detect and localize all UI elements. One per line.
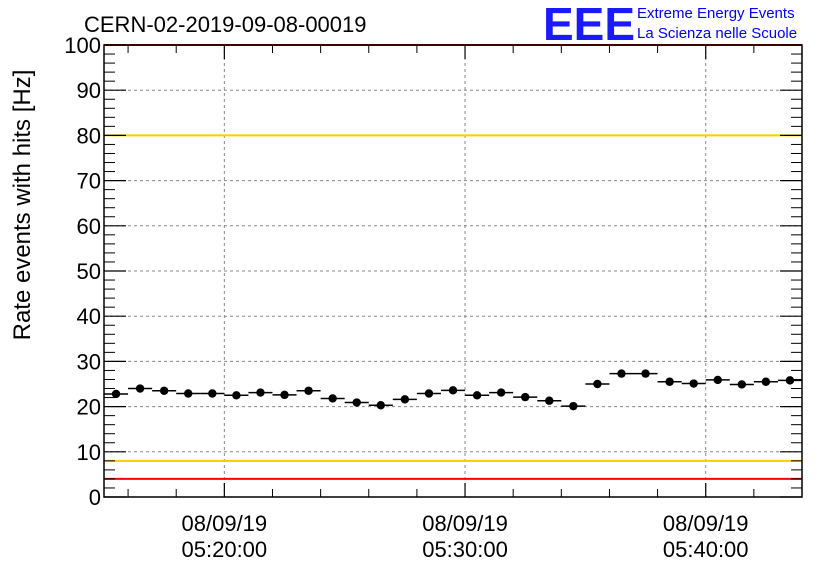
data-point (376, 401, 385, 410)
grid (104, 45, 802, 497)
data-point (737, 380, 747, 389)
data-point (111, 389, 121, 399)
y-tick-label: 40 (77, 304, 101, 329)
y-tick-label: 50 (77, 259, 101, 284)
x-tick-labels: 08/09/1905:20:0008/09/1905:30:0008/09/19… (182, 511, 749, 562)
y-tick-label: 80 (77, 123, 101, 148)
y-tick-label: 90 (77, 78, 101, 103)
chart-title: CERN-02-2019-09-08-00019 (84, 12, 367, 37)
data-point (280, 390, 289, 400)
plot-frame (103, 44, 803, 498)
data-point (761, 377, 771, 386)
eee-logo: EEE Extreme Energy Events La Scienza nel… (543, 0, 797, 50)
x-tick-label-time: 05:20:00 (182, 537, 268, 562)
x-tick-label-date: 08/09/19 (663, 511, 749, 536)
data-point (304, 386, 313, 395)
logo-mark: EEE (543, 0, 635, 50)
logo-line-1: Extreme Energy Events (637, 5, 795, 22)
y-tick-label: 60 (77, 214, 101, 239)
data-point (400, 395, 410, 404)
y-tick-label: 100 (64, 33, 101, 58)
data-point (208, 389, 217, 398)
data-point (713, 375, 722, 385)
data-point (159, 386, 169, 395)
data-point (665, 377, 674, 386)
x-tick-label-time: 05:30:00 (422, 537, 508, 562)
y-tick-labels: 0 10 20 30 40 50 60 70 80 90 100 (64, 33, 101, 510)
y-tick-label: 10 (77, 440, 101, 465)
data-point (328, 394, 337, 403)
reference-lines (104, 44, 802, 480)
y-tick-label: 20 (77, 395, 101, 420)
data-point (135, 384, 145, 393)
data-point (545, 396, 554, 405)
x-tick-label-date: 08/09/19 (182, 511, 268, 536)
data-points (104, 369, 802, 411)
y-tick-label: 0 (89, 485, 101, 510)
data-point (496, 388, 506, 397)
y-tick-label: 70 (77, 169, 101, 194)
data-point (569, 401, 578, 411)
y-axis-label: Rate events with hits [Hz] (9, 70, 36, 341)
data-point (641, 369, 650, 378)
data-point (448, 386, 458, 395)
data-point (232, 391, 241, 400)
data-point (785, 376, 795, 385)
data-point (352, 398, 361, 407)
data-point (184, 389, 193, 398)
data-point (472, 391, 482, 400)
logo-line-2: La Scienza nelle Scuole (637, 25, 797, 42)
x-tick-label-time: 05:40:00 (663, 537, 749, 562)
data-point (424, 389, 434, 398)
data-point (593, 379, 602, 389)
data-point (617, 369, 626, 378)
data-point (256, 388, 265, 397)
data-point (689, 379, 698, 388)
x-tick-label-date: 08/09/19 (422, 511, 508, 536)
y-tick-label: 30 (77, 349, 101, 374)
data-point (521, 392, 530, 402)
